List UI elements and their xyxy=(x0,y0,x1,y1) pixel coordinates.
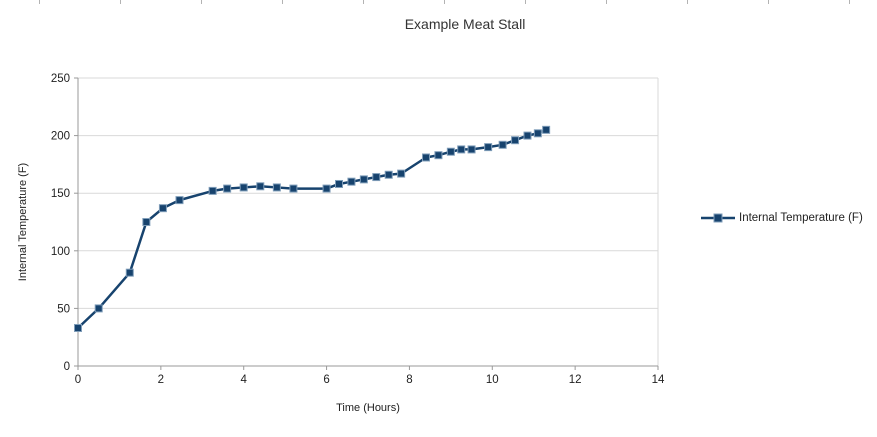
data-point-marker xyxy=(384,170,393,179)
data-point-marker xyxy=(467,145,476,154)
y-tick-label: 200 xyxy=(51,131,70,143)
x-tick-label: 4 xyxy=(241,374,248,386)
x-tick-label: 10 xyxy=(486,374,499,386)
top-ruler xyxy=(0,0,877,5)
ruler-tick xyxy=(282,0,283,4)
data-point-marker xyxy=(457,145,466,154)
data-point-marker xyxy=(347,177,356,186)
x-axis-title: Time (Hours) xyxy=(336,402,400,414)
legend-label: Internal Temperature (F) xyxy=(739,212,863,224)
data-point-marker xyxy=(542,125,551,134)
ruler-tick xyxy=(444,0,445,4)
data-point-marker xyxy=(256,182,265,191)
ruler-tick xyxy=(120,0,121,4)
chart-title: Example Meat Stall xyxy=(404,16,526,32)
legend: Internal Temperature (F) xyxy=(700,208,863,228)
ruler-tick xyxy=(768,0,769,4)
x-tick-label: 6 xyxy=(323,374,329,386)
data-point-marker xyxy=(289,184,298,193)
y-tick-label: 0 xyxy=(64,361,70,373)
x-tick-label: 2 xyxy=(158,374,164,386)
data-point-marker xyxy=(446,147,455,156)
data-point-marker xyxy=(322,184,331,193)
y-tick-label: 150 xyxy=(51,188,70,200)
y-axis-title: Internal Temperature (F) xyxy=(17,162,29,282)
data-point-marker xyxy=(335,179,343,188)
data-point-marker xyxy=(239,183,248,192)
data-point-marker xyxy=(372,173,381,182)
ruler-tick xyxy=(606,0,607,4)
data-point-marker xyxy=(272,183,281,192)
data-point-marker xyxy=(434,151,443,160)
ruler-tick xyxy=(687,0,688,4)
data-point-marker xyxy=(94,304,103,313)
data-point-marker xyxy=(208,186,217,195)
data-point-marker xyxy=(422,153,430,162)
y-tick-label: 250 xyxy=(51,73,70,85)
x-tick-label: 12 xyxy=(569,374,582,386)
data-point-marker xyxy=(223,184,232,193)
series-line xyxy=(76,128,548,330)
data-point-marker xyxy=(359,175,368,184)
ruler-tick xyxy=(849,0,850,4)
data-point-marker xyxy=(498,140,507,149)
data-point-marker xyxy=(511,136,520,145)
data-point-marker xyxy=(523,131,532,140)
data-point-marker xyxy=(533,129,542,138)
y-tick-label: 100 xyxy=(51,246,70,258)
data-point-marker xyxy=(484,143,493,152)
x-tick-label: 14 xyxy=(652,374,665,386)
ruler-tick xyxy=(363,0,364,4)
data-point-marker xyxy=(397,169,406,178)
ruler-tick xyxy=(525,0,526,4)
x-tick-label: 0 xyxy=(75,374,81,386)
data-point-marker xyxy=(175,196,184,205)
legend-marker-icon xyxy=(701,213,735,223)
ruler-tick xyxy=(39,0,40,4)
data-point-marker xyxy=(158,204,167,213)
data-point-marker xyxy=(74,323,82,332)
ruler-tick xyxy=(201,0,202,4)
x-tick-label: 8 xyxy=(406,374,412,386)
data-point-marker xyxy=(142,218,151,226)
y-tick-label: 50 xyxy=(57,303,70,315)
data-point-marker xyxy=(125,268,134,277)
